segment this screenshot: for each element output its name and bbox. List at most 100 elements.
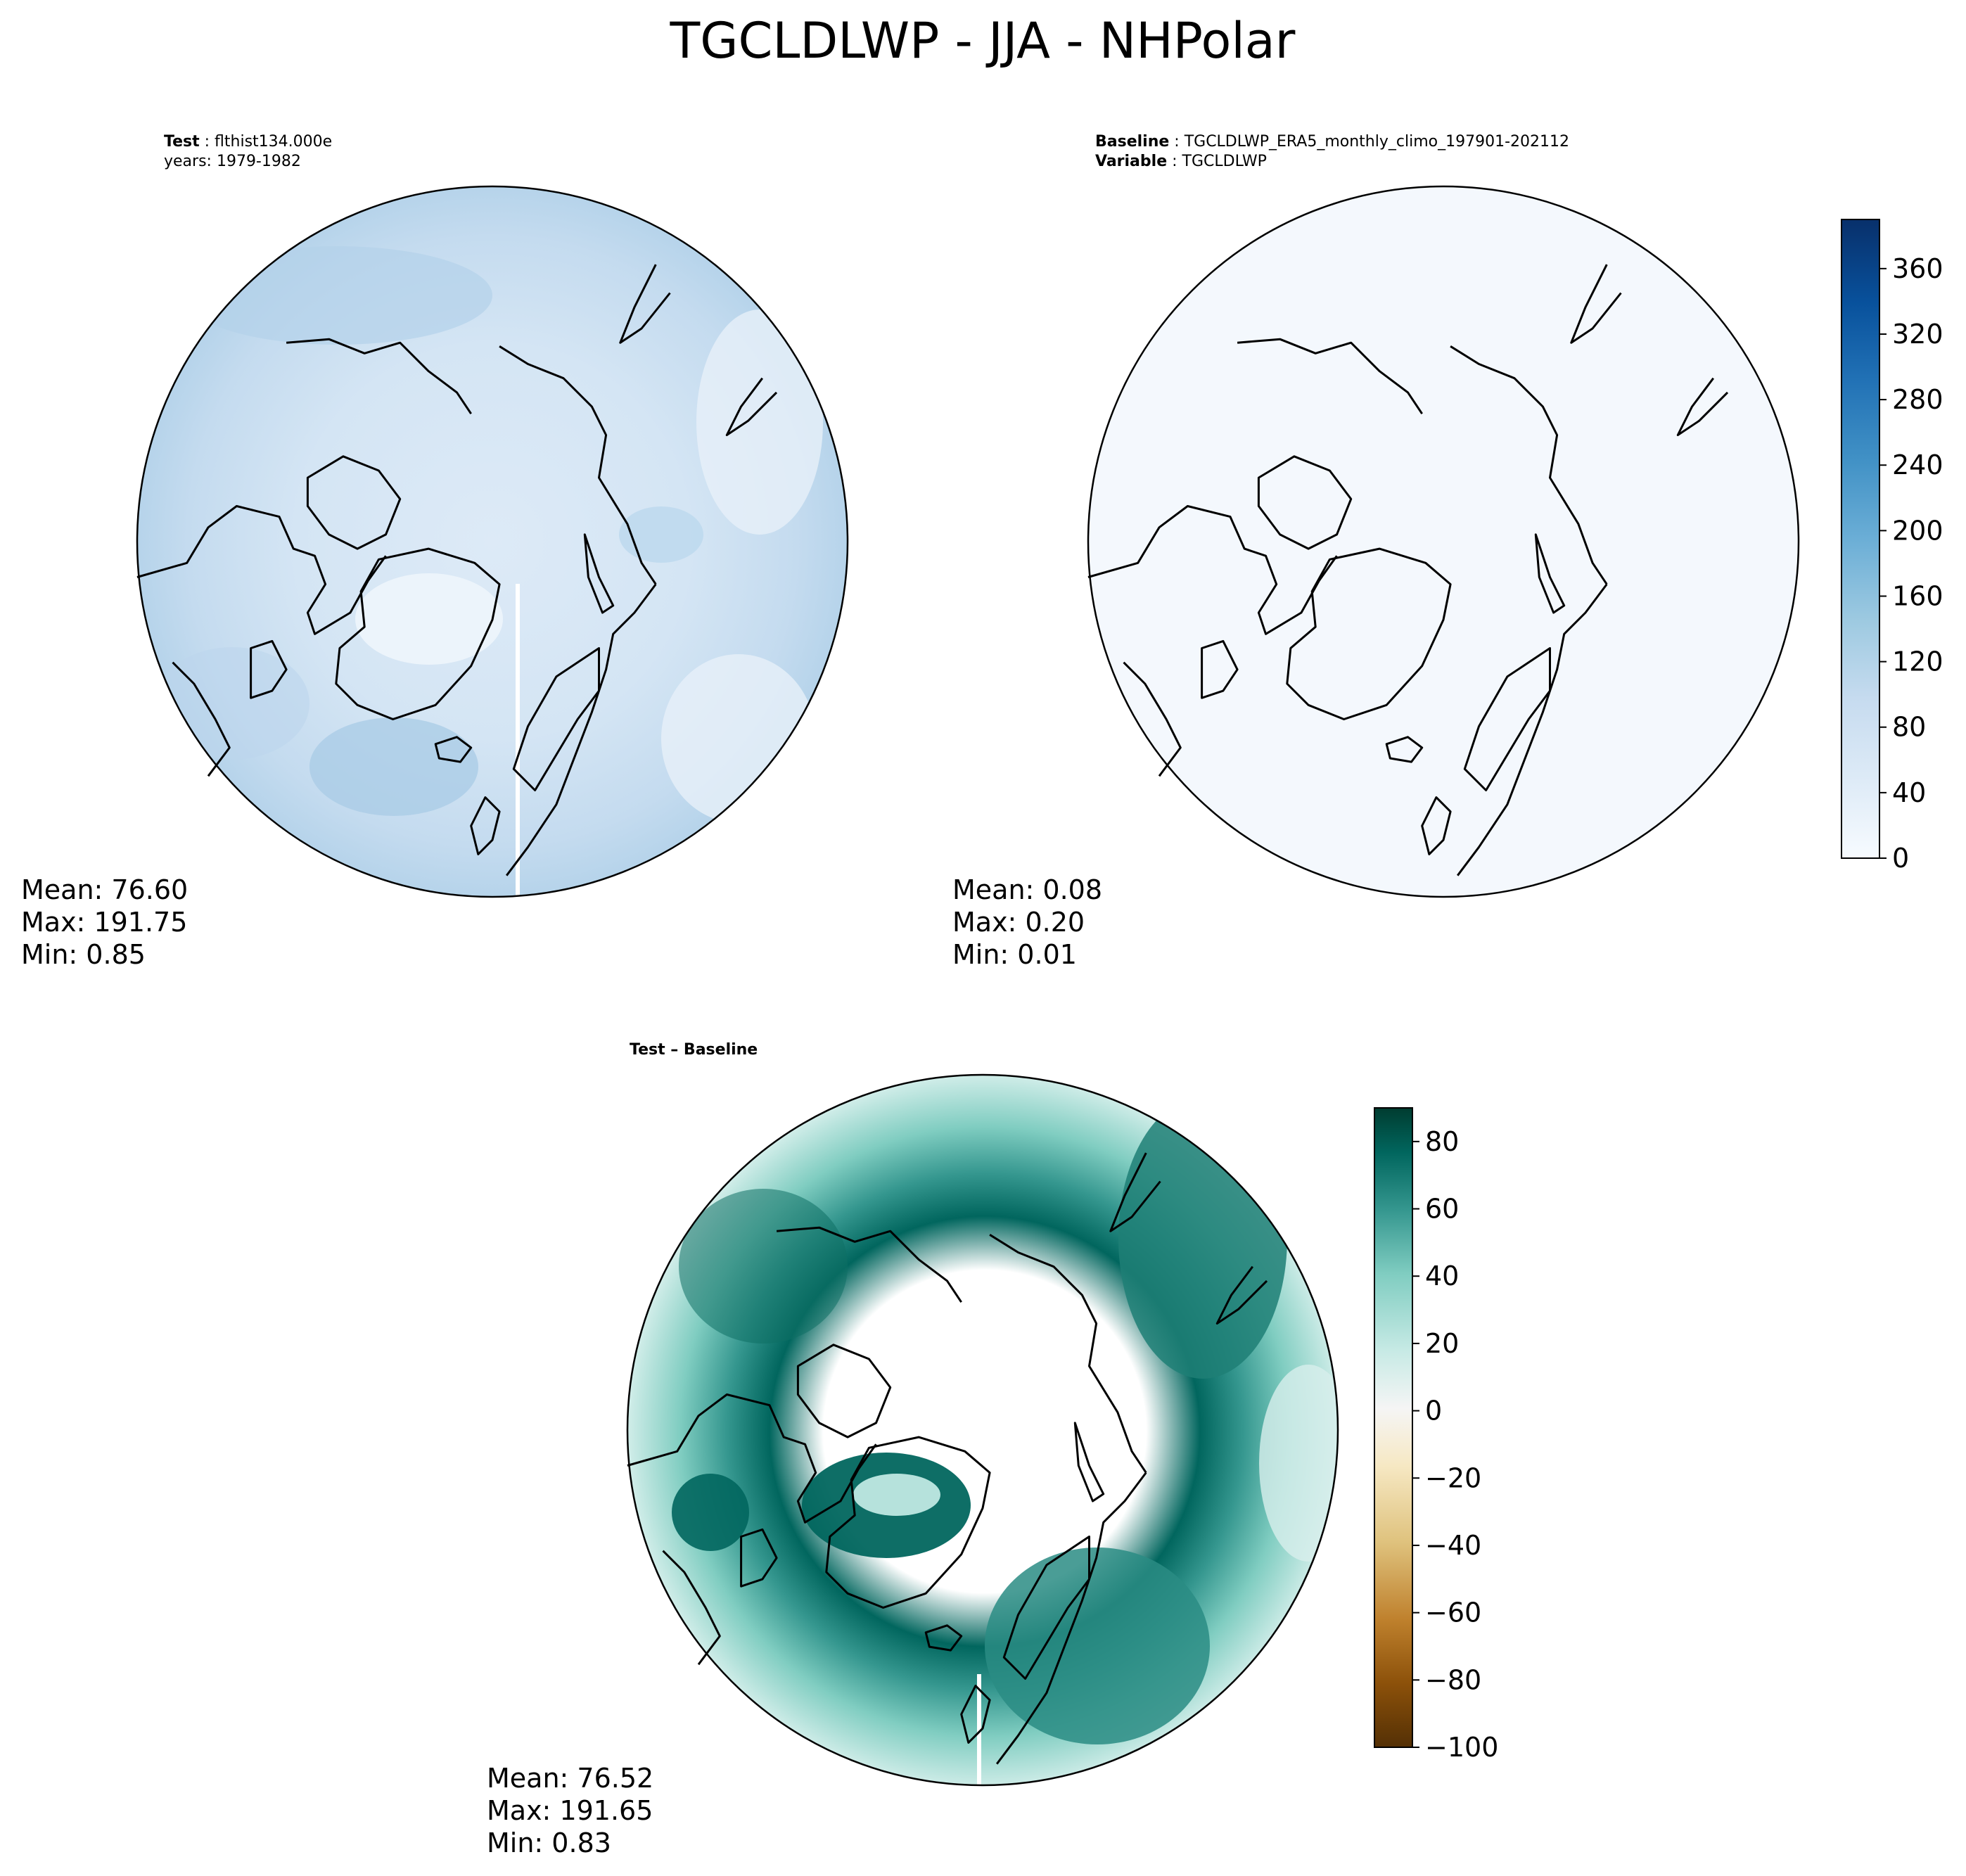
brbg-colorbar-fill: [1374, 1108, 1412, 1747]
test-coastline-canada: [136, 505, 387, 635]
brbg-colorbar-tick-label: −100: [1425, 1732, 1498, 1763]
baseline-label-line2: Variable : TGCLDLWP: [1095, 153, 1267, 170]
difference-coastline-hudson: [740, 1528, 778, 1588]
brbg-colorbar-tick-label: 40: [1425, 1261, 1459, 1291]
blues-colorbar-tick-label: 160: [1892, 580, 1943, 611]
baseline-coastline-canada: [1087, 505, 1338, 635]
baseline-coastline-europe: [1457, 583, 1608, 876]
test-coastline-labrador: [172, 661, 231, 777]
brbg-colorbar: 80 60 40 20 0 −20 −40 −60 −80 −100: [1374, 1107, 1498, 1763]
baseline-map-field: [1088, 186, 1799, 897]
baseline-coastline-novaya: [1534, 533, 1566, 614]
blues-colorbar: 0 40 80 120 160 200 240 280 320 360: [1841, 219, 1943, 874]
brbg-colorbar-tick-label: −40: [1425, 1530, 1481, 1561]
baseline-coastline-greenland: [1286, 547, 1452, 720]
baseline-coastline-kamchatka: [1570, 264, 1622, 344]
brbg-colorbar-ticks: 80 60 40 20 0 −20 −40 −60 −80 −100: [1412, 1126, 1498, 1763]
figure-title: TGCLDLWP - JJA - NHPolar: [670, 12, 1296, 70]
variable-label-key: Variable: [1095, 153, 1167, 170]
test-label-value: flthist134.000e: [215, 133, 332, 151]
blues-colorbar-tick-label: 280: [1892, 384, 1943, 415]
test-coastline-iceland: [434, 736, 473, 763]
brbg-colorbar-tick-label: 0: [1425, 1396, 1442, 1427]
blues-colorbar-tick-label: 40: [1892, 777, 1926, 808]
difference-coastlines: [627, 1152, 1268, 1765]
test-min: Min: 0.85: [21, 939, 146, 970]
brbg-colorbar-tick-label: 20: [1425, 1328, 1459, 1359]
test-coastline-britain: [470, 796, 501, 855]
brbg-colorbar-tick-label: −80: [1425, 1664, 1481, 1695]
difference-label: Test – Baseline: [630, 1041, 758, 1059]
difference-coastline-scandinavia: [1002, 1536, 1090, 1680]
test-coastline-japan: [725, 377, 778, 436]
difference-coastline-greenland: [825, 1436, 991, 1609]
baseline-coastline-scandinavia: [1463, 647, 1551, 791]
difference-coastline-iceland: [924, 1624, 963, 1652]
difference-coastline-novaya: [1073, 1422, 1105, 1502]
blues-colorbar-tick-label: 80: [1892, 712, 1926, 743]
test-max: Max: 191.75: [21, 907, 187, 938]
baseline-mean: Mean: 0.08: [952, 874, 1102, 905]
blues-colorbar-tick-label: 200: [1892, 515, 1943, 546]
test-map-boundary: [136, 185, 849, 898]
baseline-max: Max: 0.20: [952, 907, 1085, 938]
brbg-colorbar-tick-label: 80: [1425, 1126, 1459, 1157]
blues-colorbar-frame: [1841, 219, 1880, 859]
baseline-coastline-britain: [1421, 796, 1452, 855]
test-coastline-siberia: [499, 345, 657, 585]
brbg-colorbar-frame: [1374, 1107, 1413, 1748]
baseline-coastline-siberia: [1450, 345, 1608, 585]
baseline-map-boundary: [1087, 185, 1800, 898]
blues-colorbar-tick-label: 320: [1892, 319, 1943, 350]
test-label-line1: Test : flthist134.000e: [164, 133, 332, 151]
test-coastline-archipelago: [306, 455, 402, 550]
difference-mean: Mean: 76.52: [487, 1763, 653, 1794]
baseline-coastline-labrador: [1123, 661, 1182, 777]
difference-coastline-britain: [960, 1685, 991, 1744]
difference-coastline-kamchatka: [1109, 1152, 1161, 1232]
difference-min: Min: 0.83: [487, 1827, 611, 1858]
baseline-coastline-japan: [1676, 377, 1729, 436]
blues-colorbar-tick-label: 240: [1892, 449, 1943, 480]
baseline-coastline-archipelago: [1257, 455, 1353, 550]
brbg-colorbar-tick-label: 60: [1425, 1194, 1459, 1225]
difference-map-boundary: [626, 1073, 1339, 1787]
test-coastline-greenland: [335, 547, 501, 720]
blues-colorbar-tick-label: 0: [1892, 843, 1909, 874]
difference-coastline-alaska: [776, 1226, 962, 1303]
difference-panel: Test – Baseline Mean: 76.52 Max: 191.65 …: [487, 1041, 1498, 1858]
baseline-min: Min: 0.01: [952, 939, 1077, 970]
brbg-colorbar-tick-label: −20: [1425, 1462, 1481, 1493]
baseline-label-key: Baseline: [1095, 133, 1169, 151]
baseline-coastline-hudson: [1201, 639, 1239, 699]
baseline-label-value: TGCLDLWP_ERA5_monthly_climo_197901-20211…: [1184, 133, 1569, 151]
test-mean: Mean: 76.60: [21, 874, 188, 905]
baseline-coastlines: [1087, 264, 1729, 876]
difference-coastline-siberia: [989, 1234, 1147, 1474]
test-panel: Test : flthist134.000e years: 1979-1982 …: [21, 133, 849, 970]
baseline-panel: Baseline : TGCLDLWP_ERA5_monthly_climo_1…: [952, 133, 1943, 970]
test-coastline-europe: [506, 583, 657, 876]
difference-map-field: [627, 1075, 1338, 1785]
variable-label-value: TGCLDLWP: [1182, 153, 1267, 170]
baseline-label-line1: Baseline : TGCLDLWP_ERA5_monthly_climo_1…: [1095, 133, 1569, 151]
test-coastline-scandinavia: [512, 647, 600, 791]
blues-colorbar-ticks: 0 40 80 120 160 200 240 280 320 360: [1879, 253, 1943, 874]
test-coastline-hudson: [250, 639, 288, 699]
test-label-key: Test: [164, 133, 200, 151]
difference-coastline-canada: [627, 1393, 877, 1524]
blues-colorbar-tick-label: 360: [1892, 253, 1943, 284]
test-label-line2: years: 1979-1982: [164, 153, 301, 170]
difference-coastline-europe: [996, 1472, 1147, 1765]
difference-coastline-archipelago: [796, 1344, 892, 1438]
test-coastline-novaya: [583, 533, 615, 614]
test-coastline-alaska: [286, 338, 472, 415]
difference-coastline-labrador: [662, 1550, 721, 1666]
blues-colorbar-fill: [1841, 219, 1879, 858]
baseline-coastline-alaska: [1237, 338, 1423, 415]
baseline-coastline-iceland: [1385, 736, 1424, 763]
blues-colorbar-tick-label: 120: [1892, 646, 1943, 677]
test-coastline-kamchatka: [619, 264, 671, 344]
test-coastlines: [136, 264, 778, 876]
